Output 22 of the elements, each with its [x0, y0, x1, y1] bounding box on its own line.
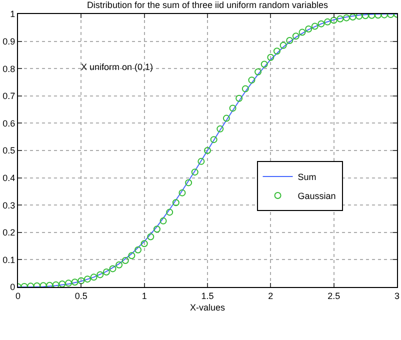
x-tick-label: 2 [268, 290, 274, 301]
y-tick-label: 1 [10, 9, 16, 20]
y-tick-label: 0.7 [2, 91, 16, 102]
chart-title: Distribution for the sum of three iid uniform random variables [86, 0, 329, 10]
y-tick-label: 0.4 [2, 172, 16, 183]
y-tick-label: 0.3 [2, 200, 16, 210]
x-tick-label: 0.5 [74, 290, 88, 301]
y-tick-label: 0.6 [2, 118, 16, 128]
y-tick-label: 0 [10, 282, 16, 292]
y-tick-label: 0.9 [2, 36, 16, 46]
legend-label: Sum [298, 172, 316, 182]
y-tick-label: 0.5 [2, 146, 16, 156]
x-tick-label: 3 [394, 290, 400, 301]
y-tick-label: 0.1 [2, 254, 16, 265]
y-tick-label: 0.2 [2, 228, 16, 238]
y-tick-label: 0.8 [2, 64, 16, 74]
x-axis-title: X-values [190, 302, 226, 313]
annotation: X uniform on (0,1) [81, 62, 154, 72]
x-tick-label: 2.5 [328, 290, 340, 301]
x-tick-label: 1.5 [201, 290, 214, 301]
legend-label: Gaussian [298, 191, 336, 201]
x-tick-label: 1 [142, 290, 147, 301]
